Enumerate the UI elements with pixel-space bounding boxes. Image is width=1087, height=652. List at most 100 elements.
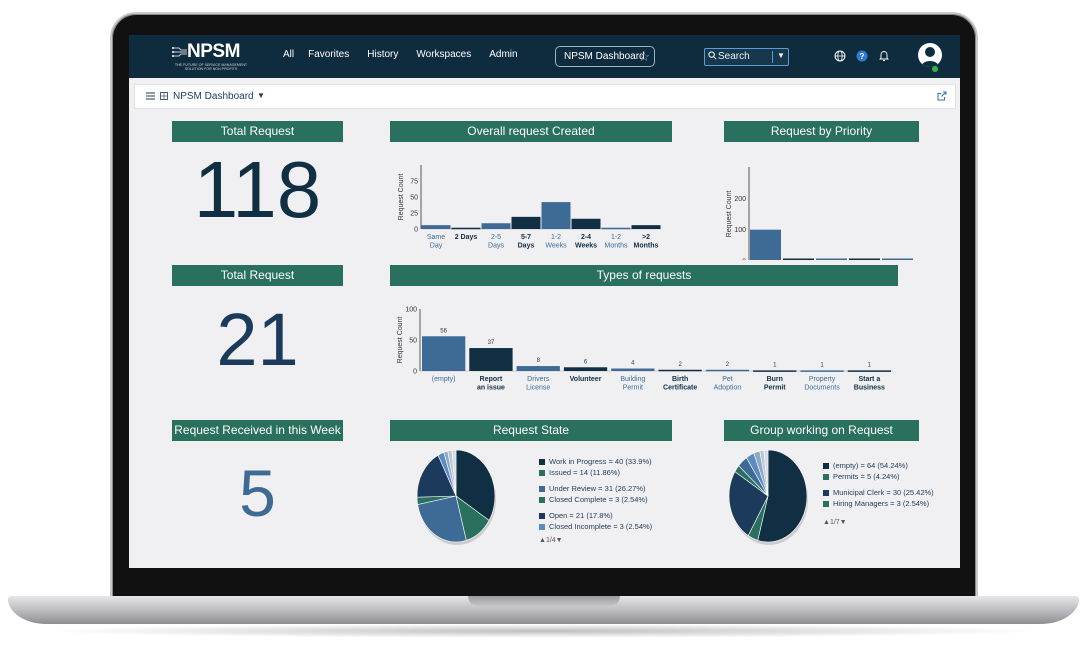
pie-slice xyxy=(417,495,467,543)
x-tick-label: Birth xyxy=(672,376,688,383)
nav-admin[interactable]: Admin xyxy=(489,49,518,60)
x-tick-label: 5-7 xyxy=(521,234,531,241)
search-box[interactable]: Search ▼ xyxy=(704,48,789,66)
bar xyxy=(882,258,913,260)
received-week-value: 5 xyxy=(239,456,276,530)
x-tick-label: 1-2 xyxy=(611,234,621,241)
legend-item[interactable]: Open = 21 (17.8%) xyxy=(539,511,652,522)
y-tick-label: 75 xyxy=(410,179,418,186)
pie-slice xyxy=(728,471,769,537)
legend-item[interactable]: Under Review = 31 (26.27%) xyxy=(539,484,652,495)
bar xyxy=(541,202,571,229)
search-divider xyxy=(772,51,773,63)
bar xyxy=(481,223,511,229)
logo-wordmark: NPSM xyxy=(187,41,240,62)
popout-icon[interactable] xyxy=(937,91,947,101)
y-tick-label: 50 xyxy=(410,195,418,202)
request-state-pager[interactable]: ▲1/4▼ xyxy=(539,537,563,544)
dashboard-grid-icon xyxy=(160,92,168,100)
search-input[interactable]: Search xyxy=(718,51,750,62)
legend-item[interactable]: Work in Progress = 40 (33.9%) xyxy=(539,457,652,468)
bar xyxy=(451,227,481,230)
logo-tagline: THE FUTURE OF SERVICE MANAGEMENT SOLUTIO… xyxy=(174,63,248,71)
chevron-down-icon[interactable]: ▼ xyxy=(257,91,265,100)
x-tick-label: 2-5 xyxy=(491,234,501,241)
bar xyxy=(422,336,466,371)
x-tick-label: an issue xyxy=(477,385,505,392)
legend-item[interactable]: Permits = 5 (4.24%) xyxy=(823,472,934,483)
group-working-pager[interactable]: ▲1/7▼ xyxy=(823,519,847,526)
circuit-logo-icon xyxy=(172,47,187,57)
bar xyxy=(511,216,541,229)
page-down-icon[interactable]: ▼ xyxy=(839,519,847,526)
nav-favorites[interactable]: Favorites xyxy=(308,49,350,60)
star-icon[interactable]: ☆ xyxy=(638,49,650,64)
x-tick-label: >2 xyxy=(642,234,650,241)
legend-item[interactable]: Municipal Clerk = 30 (25.42%) xyxy=(823,488,934,499)
group-working-legend: (empty) = 64 (54.24%) Permits = 5 (4.24%… xyxy=(823,461,934,509)
legend-item[interactable]: Closed Incomplete = 3 (2.54%) xyxy=(539,522,652,533)
priority-header: Request by Priority xyxy=(724,121,919,142)
search-dropdown-icon[interactable]: ▼ xyxy=(777,51,785,60)
y-tick-label: 100 xyxy=(734,227,746,234)
npsm-logo[interactable]: NPSM THE FUTURE OF SERVICE MANAGEMENT SO… xyxy=(171,41,247,73)
nav-all[interactable]: All xyxy=(283,49,295,60)
x-tick-label: Pet xyxy=(722,376,733,383)
y-tick-label: 0 xyxy=(413,369,417,376)
user-icon xyxy=(921,47,939,67)
x-tick-label: Months xyxy=(634,243,659,250)
bar-value-label: 1 xyxy=(868,362,872,368)
bar-value-label: 2 xyxy=(678,362,682,368)
x-tick-label: Day xyxy=(430,243,443,250)
request-state-legend: Work in Progress = 40 (33.9%) Issued = 1… xyxy=(539,457,652,532)
search-icon xyxy=(708,51,717,60)
request-state-pie xyxy=(416,450,496,545)
x-tick-label: Burn xyxy=(767,376,783,383)
bar xyxy=(800,370,844,372)
nav-links: All Favorites History Workspaces Admin xyxy=(283,49,536,60)
total-request-header: Total Request xyxy=(172,121,343,142)
x-tick-label: Permit xyxy=(764,385,786,392)
menu-icon[interactable] xyxy=(146,92,155,100)
x-tick-label: Days xyxy=(518,243,535,250)
page-up-icon[interactable]: ▲ xyxy=(823,519,830,526)
x-tick-label: Report xyxy=(480,376,503,383)
bar xyxy=(658,369,702,372)
y-tick-label: 0 xyxy=(742,259,746,261)
legend-item[interactable]: Issued = 14 (11.86%) xyxy=(539,468,652,479)
legend-item[interactable]: Closed Complete = 3 (2.54%) xyxy=(539,495,652,506)
help-icon[interactable]: ? xyxy=(856,50,868,62)
x-tick-label: Property xyxy=(809,376,836,383)
total-request-value: 118 xyxy=(193,145,322,234)
bar-value-label: 6 xyxy=(584,359,588,365)
bar xyxy=(631,225,661,229)
x-tick-label: Documents xyxy=(804,385,840,392)
bar xyxy=(516,366,560,371)
y-tick-label: 0 xyxy=(414,227,418,234)
x-tick-label: Start a xyxy=(858,376,880,383)
x-tick-label: Permit xyxy=(623,385,643,392)
bar-value-label: 37 xyxy=(488,340,495,346)
legend-item[interactable]: Hiring Managers = 3 (2.54%) xyxy=(823,499,934,510)
nav-workspaces[interactable]: Workspaces xyxy=(416,49,472,60)
y-tick-label: 200 xyxy=(734,196,746,203)
page-down-icon[interactable]: ▼ xyxy=(555,537,563,544)
priority-chart: Request Count01002004 -Low3 -Moderate2Hi… xyxy=(726,167,913,261)
x-tick-label: Drivers xyxy=(527,376,550,383)
x-tick-label: Months xyxy=(605,243,628,250)
bar xyxy=(849,258,880,260)
globe-icon[interactable] xyxy=(834,50,846,62)
y-tick-label: 100 xyxy=(405,307,417,314)
bar xyxy=(469,348,513,371)
user-avatar[interactable] xyxy=(918,43,942,67)
page-up-icon[interactable]: ▲ xyxy=(539,537,546,544)
legend-item[interactable]: (empty) = 64 (54.24%) xyxy=(823,461,934,472)
dashboard-pill[interactable]: NPSM Dashboard ☆ xyxy=(555,46,655,67)
pie-slice xyxy=(763,450,769,497)
nav-history[interactable]: History xyxy=(367,49,399,60)
bell-icon[interactable] xyxy=(878,50,890,62)
laptop-screen: NPSM THE FUTURE OF SERVICE MANAGEMENT SO… xyxy=(129,35,960,568)
y-tick-label: 50 xyxy=(409,338,417,345)
x-tick-label: Adoption xyxy=(714,385,742,392)
x-tick-label: Days xyxy=(488,243,504,250)
